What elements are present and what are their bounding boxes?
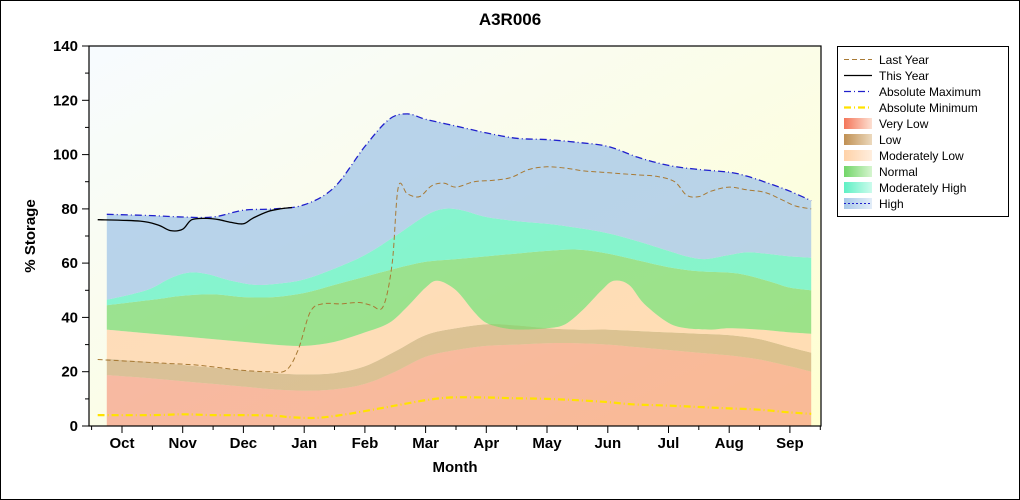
legend-patch-sample-icon — [844, 166, 872, 177]
x-tick-label: Mar — [412, 435, 439, 452]
legend-item-absolute-maximum: Absolute Maximum — [844, 84, 1002, 99]
legend-label: Very Low — [879, 116, 929, 131]
zone-moderately-high — [106, 208, 812, 306]
x-tick-label: May — [532, 435, 562, 452]
legend-label: Absolute Maximum — [879, 84, 982, 99]
y-tick-labels: 0 20 40 60 80 100 120 140 — [53, 38, 78, 435]
legend-item-high: High — [844, 196, 1002, 211]
zone-moderately-low — [106, 280, 812, 375]
legend-line-sample-icon — [844, 86, 872, 97]
x-tick-label: Oct — [109, 435, 134, 452]
legend-patch-sample-icon — [844, 182, 872, 193]
series-last_year — [97, 166, 812, 373]
legend-box: Last Year This Year Absolute Maximum Absolu… — [837, 46, 1009, 217]
legend-patch-sample-icon — [844, 198, 872, 209]
x-tick-label: Aug — [715, 435, 744, 452]
storage-zones — [106, 113, 812, 426]
y-tick-label: 60 — [61, 255, 78, 272]
y-tick-label: 100 — [53, 147, 78, 164]
legend-item-moderately-high: Moderately High — [844, 180, 1002, 195]
legend-line-sample-icon — [844, 70, 872, 81]
x-tick-label: Sep — [776, 435, 804, 452]
legend-label: Moderately Low — [879, 148, 964, 163]
x-tick-label: Jun — [594, 435, 621, 452]
x-axis-label: Month — [432, 459, 478, 476]
legend-item-normal: Normal — [844, 164, 1002, 179]
legend-item-very-low: Very Low — [844, 116, 1002, 131]
y-tick-label: 80 — [61, 201, 78, 218]
legend-patch-sample-icon — [844, 118, 872, 129]
series-lines — [97, 113, 812, 420]
legend-patch-sample-icon — [844, 134, 872, 145]
legend-item-absolute-minimum: Absolute Minimum — [844, 100, 1002, 115]
legend-label: Last Year — [879, 52, 930, 67]
legend-item-this-year: This Year — [844, 68, 1002, 83]
x-tick-label: Jan — [291, 435, 317, 452]
y-tick-label: 40 — [61, 309, 78, 326]
legend-item-last-year: Last Year — [844, 52, 1002, 67]
legend-label: High — [879, 196, 904, 211]
y-tick-label: 120 — [53, 92, 78, 109]
y-tick-label: 140 — [53, 38, 78, 55]
series-abs_min — [97, 396, 812, 420]
legend-line-sample-icon — [844, 54, 872, 65]
x-tick-label: Apr — [473, 435, 499, 452]
legend-label: This Year — [879, 68, 930, 83]
y-tick-label: 20 — [61, 364, 78, 381]
y-tick-label: 0 — [70, 418, 78, 435]
series-abs_max — [106, 113, 812, 219]
legend-line-sample-icon — [844, 102, 872, 113]
x-tick-labels: Oct Nov Dec Jan Feb Mar Apr May Jun Jul Aug Sep — [109, 435, 803, 452]
zone-high — [106, 113, 812, 300]
legend-label: Low — [879, 132, 902, 147]
zone-low — [106, 324, 812, 391]
x-tick-label: Nov — [169, 435, 198, 452]
axis-ticks — [82, 45, 821, 433]
legend-label: Moderately High — [879, 180, 967, 195]
legend-label: Absolute Minimum — [879, 100, 978, 115]
legend-item-low: Low — [844, 132, 1002, 147]
legend-label: Normal — [879, 164, 918, 179]
chart-title: A3R006 — [478, 10, 542, 29]
legend-item-moderately-low: Moderately Low — [844, 148, 1002, 163]
legend-patch-sample-icon — [844, 150, 872, 161]
zone-normal — [106, 249, 812, 347]
x-tick-label: Dec — [230, 435, 258, 452]
zone-very-low — [106, 343, 812, 426]
series-this_year — [97, 206, 293, 232]
x-tick-label: Feb — [352, 435, 379, 452]
x-tick-label: Jul — [658, 435, 680, 452]
